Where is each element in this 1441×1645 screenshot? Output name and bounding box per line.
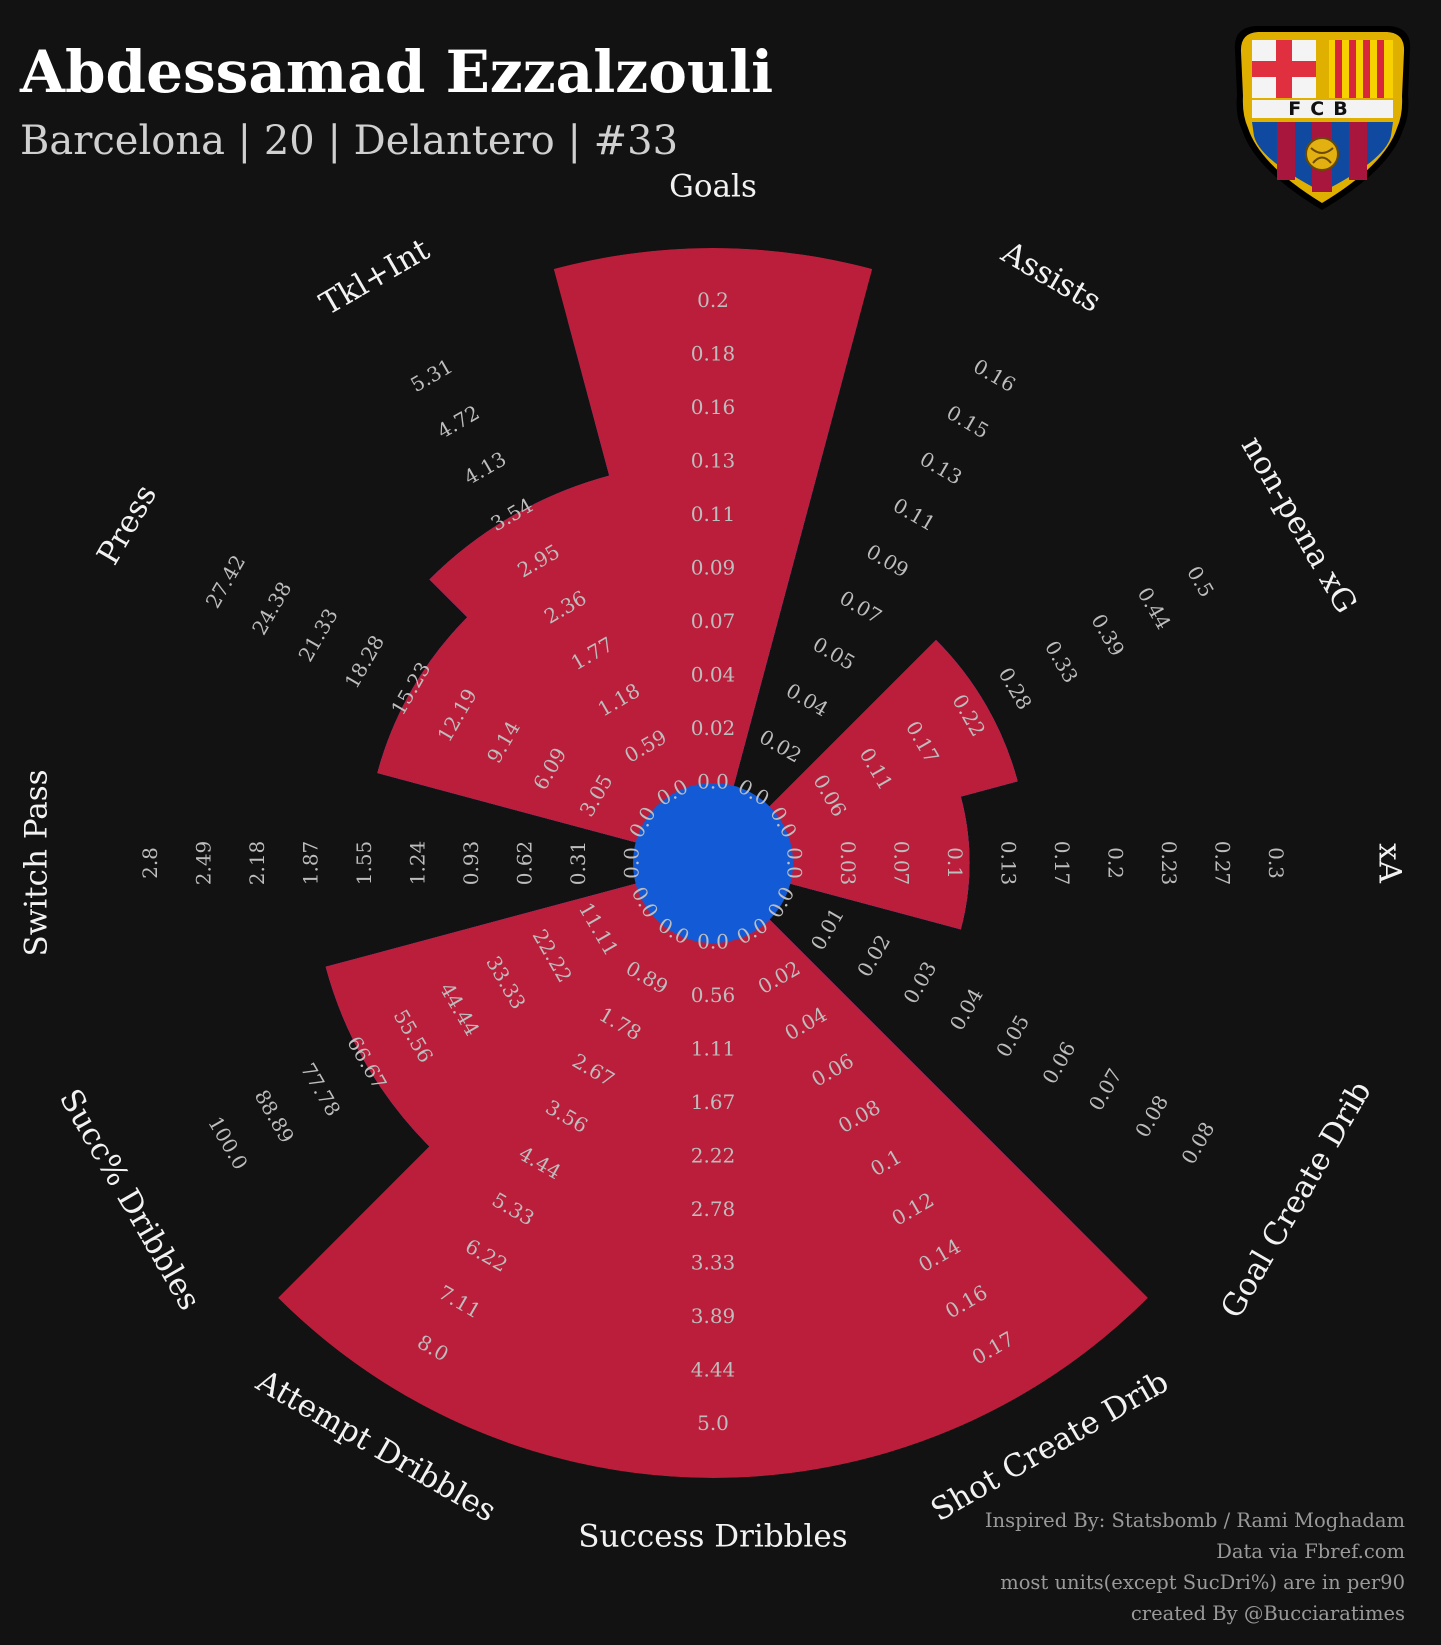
tick-assists-3: 0.05 [809,632,860,675]
tick-xa-9: 0.3 [1264,847,1288,879]
tick-non-pena-xg-8: 0.44 [1133,583,1176,634]
tick-goal-create-drib-1: 0.01 [806,904,849,955]
tick-switch-pass-5: 1.55 [352,841,376,886]
axis-label-xa: xA [1372,843,1408,883]
tick-tkl-int-8: 4.72 [433,400,484,443]
tick-assists-6: 0.11 [889,493,940,536]
tick-xa-7: 0.23 [1157,841,1181,886]
player-name: Abdessamad Ezzalzouli [20,38,774,106]
tick-success-dribbles-2: 1.11 [691,1037,736,1061]
axis-label-assists: Assists [994,234,1107,320]
tick-switch-pass-7: 2.18 [245,841,269,886]
tick-press-6: 18.28 [340,631,389,693]
tick-press-8: 24.38 [247,577,296,639]
tick-xa-3: 0.1 [943,847,967,879]
tick-xa-4: 0.13 [997,841,1021,886]
tick-goals-9: 0.2 [697,288,729,312]
tick-goal-create-drib-3: 0.03 [898,957,941,1008]
tick-success-dribbles-8: 4.44 [691,1358,736,1382]
tick-goals-1: 0.02 [691,716,736,740]
tick-goals-0: 0.0 [697,770,729,794]
tick-switch-pass-0: 0.0 [620,847,644,879]
tick-non-pena-xg-9: 0.5 [1182,562,1219,602]
tick-succ-dribbles-8: 88.89 [250,1085,299,1147]
tick-xa-8: 0.27 [1211,841,1235,886]
tick-non-pena-xg-5: 0.28 [994,663,1037,714]
tick-goal-create-drib-7: 0.07 [1084,1064,1127,1115]
club-crest-logo: FCB [1234,26,1411,210]
tick-xa-1: 0.03 [836,841,860,886]
axis-label-tkl-int: Tkl+Int [314,231,436,322]
tick-switch-pass-3: 0.93 [459,841,483,886]
tick-non-pena-xg-6: 0.33 [1040,636,1083,687]
tick-success-dribbles-0: 0.0 [697,930,729,954]
tick-goal-create-drib-8: 0.08 [1130,1091,1173,1142]
tick-assists-1: 0.02 [755,725,806,768]
tick-success-dribbles-1: 0.56 [691,983,736,1007]
credit-inspired: Inspired By: Statsbomb / Rami Moghadam [984,1509,1405,1532]
tick-assists-8: 0.15 [942,400,993,443]
tick-goals-4: 0.09 [691,556,736,580]
tick-xa-5: 0.17 [1050,841,1074,886]
tick-switch-pass-8: 2.49 [192,841,216,886]
axis-label-press: Press [90,479,164,571]
tick-switch-pass-9: 2.8 [138,847,162,879]
axis-label-goals: Goals [669,169,757,205]
tick-goals-3: 0.07 [691,609,736,633]
tick-non-pena-xg-7: 0.39 [1086,610,1129,661]
tick-xa-6: 0.2 [1104,847,1128,879]
tick-goals-2: 0.04 [691,663,736,687]
credit-data-source: Data via Fbref.com [1216,1540,1405,1563]
tick-assists-9: 0.16 [969,354,1020,397]
tick-press-7: 21.33 [293,604,342,666]
tick-switch-pass-1: 0.31 [566,841,590,886]
tick-assists-4: 0.07 [835,586,886,629]
axis-label-switch-pass: Switch Pass [19,769,55,956]
tick-goal-create-drib-2: 0.02 [852,930,895,981]
tick-succ-dribbles-7: 77.78 [296,1059,345,1121]
tick-tkl-int-9: 5.31 [406,354,457,397]
tick-assists-2: 0.04 [782,678,833,721]
tick-switch-pass-6: 1.87 [299,841,323,886]
tick-goal-create-drib-4: 0.04 [945,984,988,1035]
tick-xa-2: 0.07 [890,841,914,886]
tick-goal-create-drib-6: 0.06 [1037,1037,1080,1088]
tick-xa-0: 0.0 [783,847,807,879]
tick-success-dribbles-6: 3.33 [691,1251,736,1275]
credit-units-note: most units(except SucDri%) are in per90 [1000,1571,1405,1594]
tick-goals-7: 0.16 [691,395,736,419]
tick-succ-dribbles-9: 100.0 [203,1112,252,1174]
tick-success-dribbles-5: 2.78 [691,1197,736,1221]
tick-switch-pass-4: 1.24 [406,841,430,886]
tick-goal-create-drib-9: 0.08 [1176,1118,1219,1169]
axis-label-success-dribbles: Success Dribbles [578,1519,847,1555]
credits: Inspired By: Statsbomb / Rami Moghadam D… [985,1505,1405,1629]
tick-assists-5: 0.09 [862,539,913,582]
tick-goals-5: 0.11 [691,502,736,526]
tick-goal-create-drib-5: 0.05 [991,1011,1034,1062]
axis-label-non-pena-xg: non-pena xG [1234,430,1364,619]
tick-success-dribbles-9: 5.0 [697,1411,729,1435]
player-subtitle: Barcelona | 20 | Delantero | #33 [20,118,679,164]
tick-tkl-int-7: 4.13 [460,447,511,490]
tick-switch-pass-2: 0.62 [513,841,537,886]
tick-success-dribbles-3: 1.67 [691,1090,736,1114]
tick-success-dribbles-4: 2.22 [691,1144,736,1168]
tick-assists-7: 0.13 [916,447,967,490]
tick-press-9: 27.42 [201,551,250,613]
svg-text:FCB: FCB [1288,98,1356,120]
tick-goals-6: 0.13 [691,449,736,473]
credit-author: created By @Bucciaratimes [1130,1602,1405,1625]
tick-success-dribbles-7: 3.89 [691,1304,736,1328]
axis-label-goal-create-drib: Goal Create Drib [1214,1075,1379,1324]
tick-goals-8: 0.18 [691,342,736,366]
axis-label-succ-dribbles: Succ% Dribbles [52,1083,208,1316]
